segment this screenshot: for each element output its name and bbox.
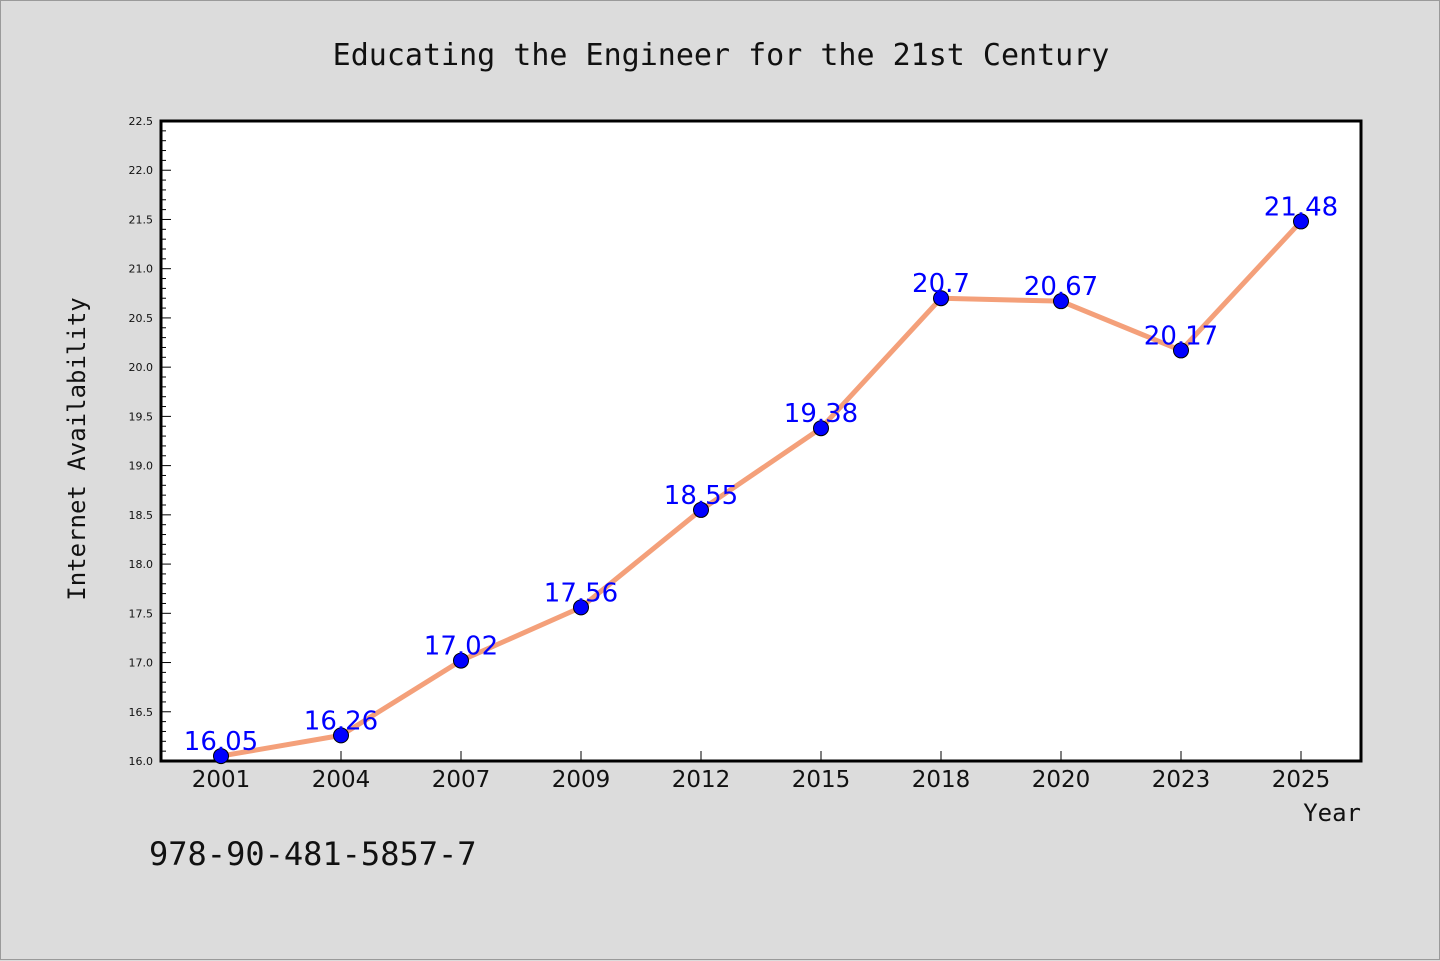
- y-tick-label: 20.5: [129, 312, 154, 325]
- data-label: 20.7: [912, 269, 970, 299]
- data-label: 16.26: [304, 706, 378, 736]
- y-tick-label: 17.0: [129, 657, 154, 670]
- data-point: [453, 652, 469, 669]
- x-tick-label: 2020: [1032, 767, 1091, 793]
- y-axis-label: Internet Availability: [63, 297, 91, 600]
- data-point: [1053, 293, 1069, 310]
- y-tick-label: 16.0: [129, 755, 154, 768]
- y-tick-label: 22.0: [129, 164, 154, 177]
- x-tick-label: 2001: [192, 767, 251, 793]
- y-axis-tick-labels: 16.0 16.5 17.0 17.5 18.0 18.5 19.0 19.5 20.0 20.5…: [129, 115, 154, 768]
- data-point: [1173, 342, 1189, 359]
- data-label: 17.02: [424, 632, 498, 662]
- data-label: 16.05: [184, 727, 258, 757]
- data-point: [1293, 213, 1309, 230]
- y-tick-label: 21.0: [129, 263, 154, 276]
- data-label: 17.56: [544, 578, 618, 608]
- y-axis-ticks: [161, 120, 171, 762]
- data-point: [213, 748, 229, 765]
- x-axis-ticks: [220, 751, 1302, 761]
- x-tick-label: 2009: [552, 767, 611, 793]
- data-label: 20.17: [1144, 321, 1218, 351]
- x-tick-label: 2004: [312, 767, 371, 793]
- data-point: [693, 501, 709, 518]
- footer-isbn: 978-90-481-5857-7: [149, 835, 477, 873]
- x-axis-label: Year: [1303, 799, 1361, 827]
- y-tick-label: 17.5: [129, 607, 154, 620]
- data-labels: 16.05 16.26 17.02 17.56 18.55 19.38 20.7 20.67 2…: [184, 192, 1338, 757]
- data-label: 18.55: [664, 481, 738, 511]
- series-line: [218, 218, 1304, 759]
- data-label: 21.48: [1264, 192, 1338, 222]
- x-tick-label: 2015: [792, 767, 851, 793]
- y-tick-label: 18.0: [129, 558, 154, 571]
- x-tick-label: 2007: [432, 767, 491, 793]
- x-tick-label: 2025: [1272, 767, 1331, 793]
- data-point: [813, 420, 829, 437]
- data-label: 19.38: [784, 399, 858, 429]
- plot-area: [159, 119, 1363, 763]
- y-tick-label: 19.0: [129, 460, 154, 473]
- x-tick-label: 2023: [1152, 767, 1211, 793]
- y-tick-label: 19.5: [129, 410, 154, 423]
- x-tick-label: 2012: [672, 767, 731, 793]
- chart-title: Educating the Engineer for the 21st Cent…: [333, 38, 1110, 73]
- y-tick-label: 20.0: [129, 361, 154, 374]
- series-markers: [213, 213, 1309, 765]
- x-axis-tick-labels: 2001 2004 2007 2009 2012 2015 2018 2020 2023 2025: [192, 767, 1331, 793]
- data-point: [933, 290, 949, 307]
- y-tick-label: 18.5: [129, 509, 154, 522]
- x-tick-label: 2018: [912, 767, 971, 793]
- data-point: [573, 599, 589, 616]
- y-tick-label: 21.5: [129, 213, 154, 226]
- data-point: [333, 727, 349, 744]
- y-tick-label: 22.5: [129, 115, 154, 128]
- y-tick-label: 16.5: [129, 706, 154, 719]
- data-label: 20.67: [1024, 272, 1098, 302]
